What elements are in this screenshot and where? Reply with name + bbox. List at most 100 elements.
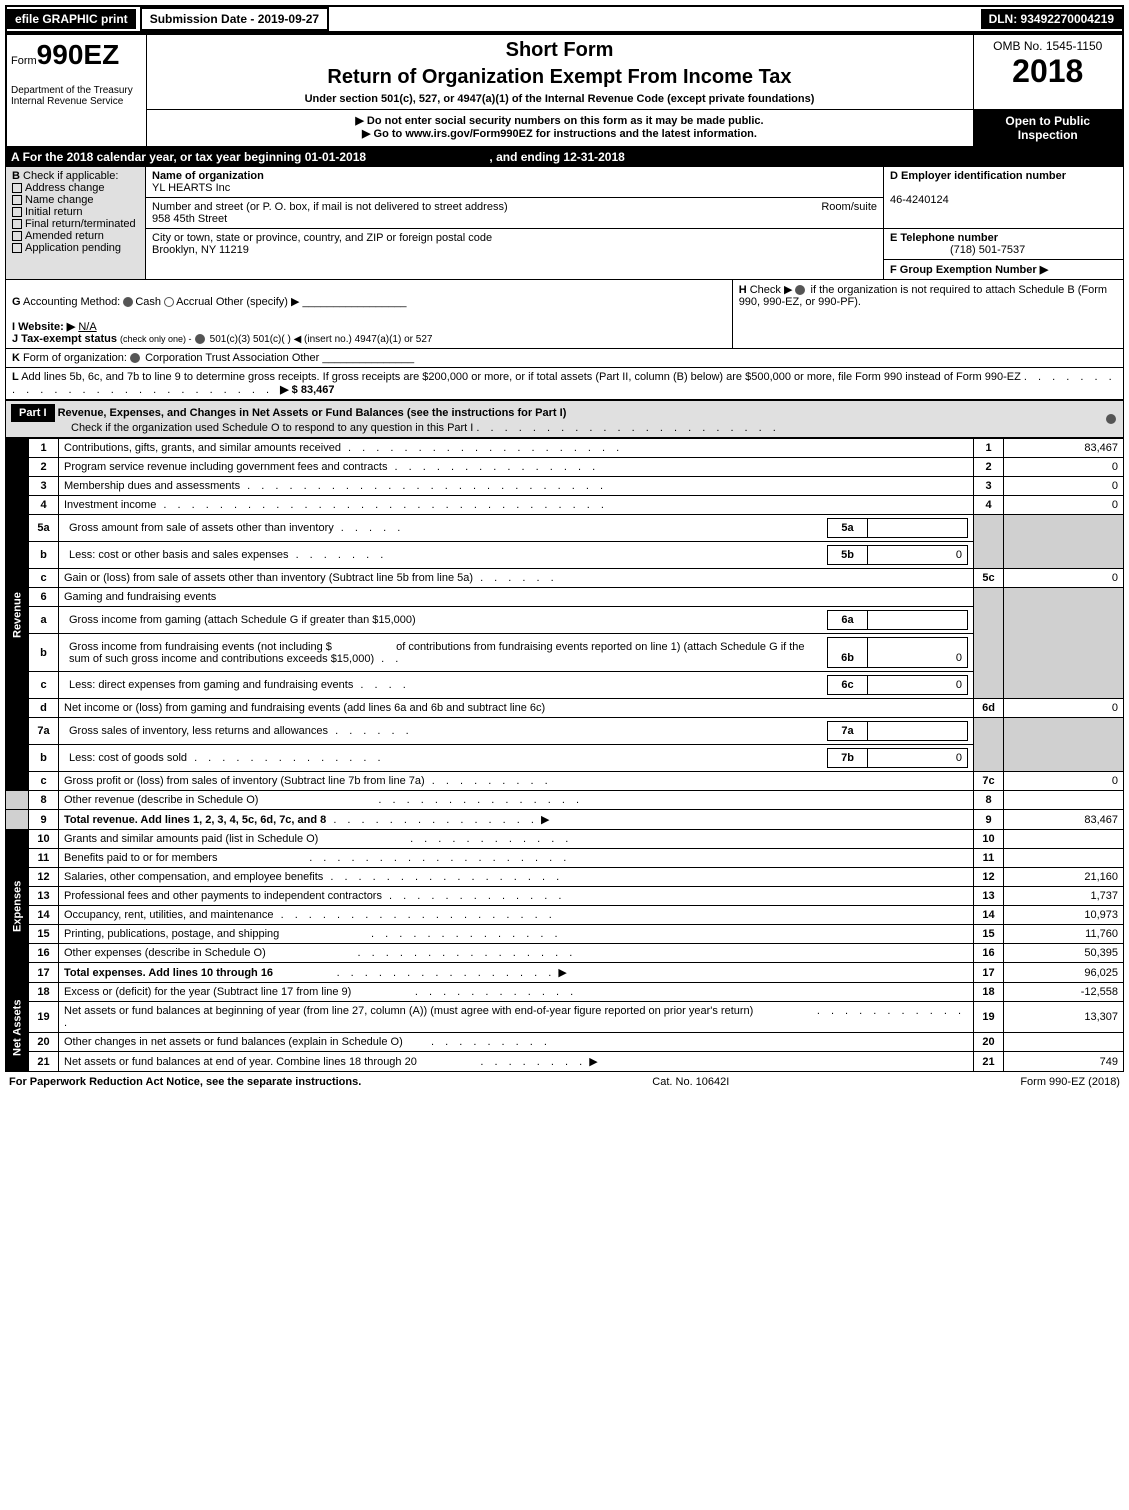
line1-val: 83,467: [1004, 439, 1124, 458]
line7c-val: 0: [1004, 772, 1124, 791]
checkbox-amended[interactable]: [12, 231, 22, 241]
line5c-text: Gain or (loss) from sale of assets other…: [64, 572, 473, 584]
line10-text: Grants and similar amounts paid (list in…: [64, 833, 318, 845]
radio-501c3[interactable]: [195, 334, 205, 344]
line5a-subval: [868, 519, 968, 538]
website-value: N/A: [78, 321, 96, 333]
section-f-label: F Group Exemption Number ▶: [890, 264, 1048, 276]
checkbox-pending[interactable]: [12, 243, 22, 253]
section-a-row: A For the 2018 calendar year, or tax yea…: [5, 148, 1124, 166]
line3-val: 0: [1004, 477, 1124, 496]
top-bar: efile GRAPHIC print Submission Date - 20…: [5, 5, 1124, 33]
section-l-text: Add lines 5b, 6c, and 7b to line 9 to de…: [21, 371, 1021, 383]
section-h-label: H: [739, 284, 747, 296]
opt-name: Name change: [25, 194, 94, 206]
check-applicable: Check if applicable:: [23, 170, 118, 182]
form-prefix: Form: [11, 55, 37, 67]
line15-val: 11,760: [1004, 925, 1124, 944]
line6a-sub: 6a: [828, 611, 868, 630]
line19-num: 19: [974, 1002, 1004, 1033]
checkbox-name[interactable]: [12, 195, 22, 205]
line16-val: 50,395: [1004, 944, 1124, 963]
line6b-sub: 6b: [828, 638, 868, 668]
netassets-side-label: Net Assets: [6, 983, 29, 1072]
line20-text: Other changes in net assets or fund bala…: [64, 1036, 403, 1048]
short-form-label: Short Form: [151, 39, 969, 62]
efile-label: efile GRAPHIC print: [7, 9, 136, 29]
expenses-side-label: Expenses: [6, 830, 29, 983]
line2-val: 0: [1004, 458, 1124, 477]
submission-date: Submission Date - 2019-09-27: [140, 7, 329, 31]
line1-text: Contributions, gifts, grants, and simila…: [64, 442, 341, 454]
line6b-subval: 0: [868, 638, 968, 668]
org-name: YL HEARTS Inc: [152, 182, 230, 194]
line6b-text: Gross income from fundraising events (no…: [69, 641, 332, 653]
section-h-text2: if the organization is not required to a…: [739, 284, 1107, 308]
section-g-label: G: [12, 296, 21, 308]
footer-right: Form 990-EZ (2018): [1020, 1076, 1120, 1088]
footer-mid: Cat. No. 10642I: [652, 1076, 729, 1088]
line5b-subval: 0: [868, 546, 968, 565]
line15-num: 15: [974, 925, 1004, 944]
section-d-label: D Employer identification number: [890, 170, 1066, 182]
line5c-num: 5c: [974, 569, 1004, 588]
city-value: Brooklyn, NY 11219: [152, 244, 249, 256]
org-info-table: B Check if applicable: Address change Na…: [5, 166, 1124, 280]
part1-checkbox[interactable]: [1106, 414, 1116, 424]
line15-text: Printing, publications, postage, and shi…: [64, 928, 279, 940]
line2-text: Program service revenue including govern…: [64, 461, 387, 473]
section-k-opts: Corporation Trust Association Other: [145, 352, 319, 364]
line7a-sub: 7a: [828, 722, 868, 741]
ssn-warning: ▶ Do not enter social security numbers o…: [151, 114, 969, 127]
form-header: Form990EZ Department of the Treasury Int…: [5, 33, 1124, 148]
line18-text: Excess or (deficit) for the year (Subtra…: [64, 986, 351, 998]
line20-num: 20: [974, 1033, 1004, 1052]
goto-link[interactable]: ▶ Go to www.irs.gov/Form990EZ for instru…: [151, 127, 969, 140]
radio-corp[interactable]: [130, 353, 140, 363]
line13-val: 1,737: [1004, 887, 1124, 906]
line21-text: Net assets or fund balances at end of ye…: [64, 1056, 417, 1068]
line6c-subval: 0: [868, 676, 968, 695]
line4-num: 4: [974, 496, 1004, 515]
line14-text: Occupancy, rent, utilities, and maintena…: [64, 909, 274, 921]
line6c-text: Less: direct expenses from gaming and fu…: [69, 679, 353, 691]
line11-text: Benefits paid to or for members: [64, 852, 217, 864]
revenue-side-label: Revenue: [6, 439, 29, 791]
section-l-amount: ▶ $ 83,467: [280, 384, 334, 396]
line12-text: Salaries, other compensation, and employ…: [64, 871, 323, 883]
dept-treasury: Department of the Treasury: [11, 85, 142, 96]
line9-val: 83,467: [1004, 810, 1124, 830]
radio-accrual[interactable]: [164, 297, 174, 307]
radio-cash[interactable]: [123, 297, 133, 307]
line18-val: -12,558: [1004, 983, 1124, 1002]
dln-number: DLN: 93492270004219: [981, 9, 1122, 29]
checkbox-address[interactable]: [12, 183, 22, 193]
street-label: Number and street (or P. O. box, if mail…: [152, 201, 508, 213]
section-k-label: K: [12, 352, 20, 364]
part1-header: Part I Revenue, Expenses, and Changes in…: [5, 400, 1124, 438]
checkbox-initial[interactable]: [12, 207, 22, 217]
line7b-sub: 7b: [828, 749, 868, 768]
phone-value: (718) 501-7537: [950, 244, 1025, 256]
checkbox-schedule-b[interactable]: [795, 285, 805, 295]
line8-text: Other revenue (describe in Schedule O): [64, 794, 258, 806]
line6a-text: Gross income from gaming (attach Schedul…: [69, 614, 416, 626]
room-label: Room/suite: [821, 201, 877, 213]
return-title: Return of Organization Exempt From Incom…: [151, 66, 969, 89]
section-j-opts: 501(c)(3) 501(c)( ) ◀ (insert no.) 4947(…: [210, 334, 433, 345]
line13-num: 13: [974, 887, 1004, 906]
line11-num: 11: [974, 849, 1004, 868]
line7b-text: Less: cost of goods sold: [69, 752, 187, 764]
line5a-text: Gross amount from sale of assets other t…: [69, 522, 334, 534]
line10-num: 10: [974, 830, 1004, 849]
opt-initial: Initial return: [25, 206, 82, 218]
section-b-label: B: [12, 170, 20, 182]
line14-val: 10,973: [1004, 906, 1124, 925]
line13-text: Professional fees and other payments to …: [64, 890, 382, 902]
section-c-name-label: Name of organization: [152, 170, 264, 182]
line4-text: Investment income: [64, 499, 156, 511]
part1-title: Revenue, Expenses, and Changes in Net As…: [58, 407, 567, 419]
opt-final: Final return/terminated: [25, 218, 136, 230]
checkbox-final[interactable]: [12, 219, 22, 229]
line6a-subval: [868, 611, 968, 630]
